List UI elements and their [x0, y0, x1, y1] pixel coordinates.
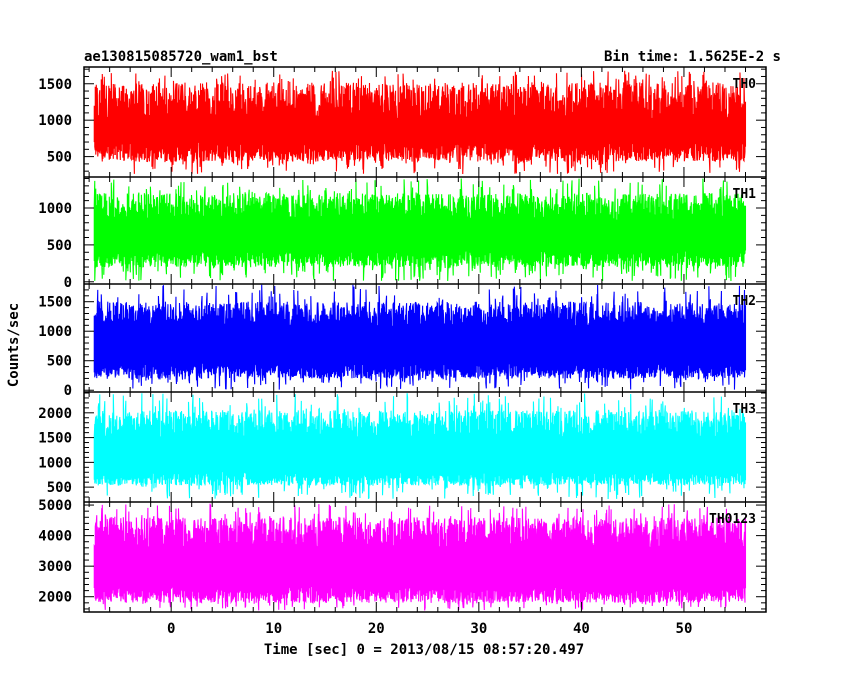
y-tick-label: 2000	[38, 590, 72, 606]
bin-time-label: Bin time: 1.5625E-2 s	[604, 49, 781, 65]
series-th0-curve	[93, 70, 747, 175]
frame-layer: 0 10 20 30 40 50	[83, 66, 767, 637]
panel-th0: 500 1000 1500 TH0	[38, 67, 766, 177]
y-tick-label: 1000	[38, 324, 72, 340]
series-th0123-curve	[93, 503, 747, 611]
y-tick-label: 1000	[38, 113, 72, 129]
panel-th3: 500 1000 1500 2000 TH3	[38, 392, 766, 503]
x-tick-label: 20	[368, 621, 385, 637]
y-tick-label: 0	[64, 275, 72, 291]
y-axis-label: Counts/sec	[6, 303, 22, 387]
x-tick-label: 0	[167, 621, 175, 637]
panel-th1: 0 500 1000 TH1	[38, 177, 766, 291]
panel-label-th0: TH0	[733, 77, 757, 92]
y-tick-label: 1000	[38, 455, 72, 471]
panel-label-th3: TH3	[733, 402, 756, 417]
x-tick-label: 10	[265, 621, 282, 637]
x-tick-label: 40	[573, 621, 590, 637]
y-tick-label: 4000	[38, 529, 72, 545]
y-tick-label: 2000	[38, 406, 72, 422]
y-tick-label: 0	[64, 383, 72, 399]
panel-th0123: 2000 3000 4000 5000 TH0123	[38, 498, 766, 612]
x-tick-label: 30	[470, 621, 487, 637]
y-tick-label: 1500	[38, 295, 72, 311]
panel-label-th2: TH2	[733, 294, 756, 309]
y-tick-label: 1500	[38, 77, 72, 93]
x-axis-label: Time [sec] 0 = 2013/08/15 08:57:20.497	[264, 642, 584, 658]
y-tick-label: 500	[47, 354, 72, 370]
series-th2-curve	[93, 284, 747, 390]
y-tick-label: 1000	[38, 201, 72, 217]
x-tick-label: 50	[676, 621, 693, 637]
chart-title: ae130815085720_wam1_bst	[84, 49, 278, 65]
y-tick-label: 500	[47, 480, 72, 496]
panel-label-th1: TH1	[733, 187, 757, 202]
plot-frame	[83, 66, 767, 613]
panel-label-th0123: TH0123	[709, 512, 756, 527]
y-tick-label: 500	[47, 238, 72, 254]
series-th3-curve	[93, 393, 747, 500]
series-th1-curve	[93, 178, 747, 282]
y-tick-label: 5000	[38, 498, 72, 514]
panel-th2: 0 500 1000 1500 TH2	[38, 283, 766, 399]
y-tick-label: 500	[47, 150, 72, 166]
panels-layer: 500 1000 1500 TH0 0 500 1000 TH1 0 500 1000 1500 TH2…	[38, 67, 766, 612]
y-tick-label: 3000	[38, 559, 72, 575]
y-tick-label: 1500	[38, 431, 72, 447]
